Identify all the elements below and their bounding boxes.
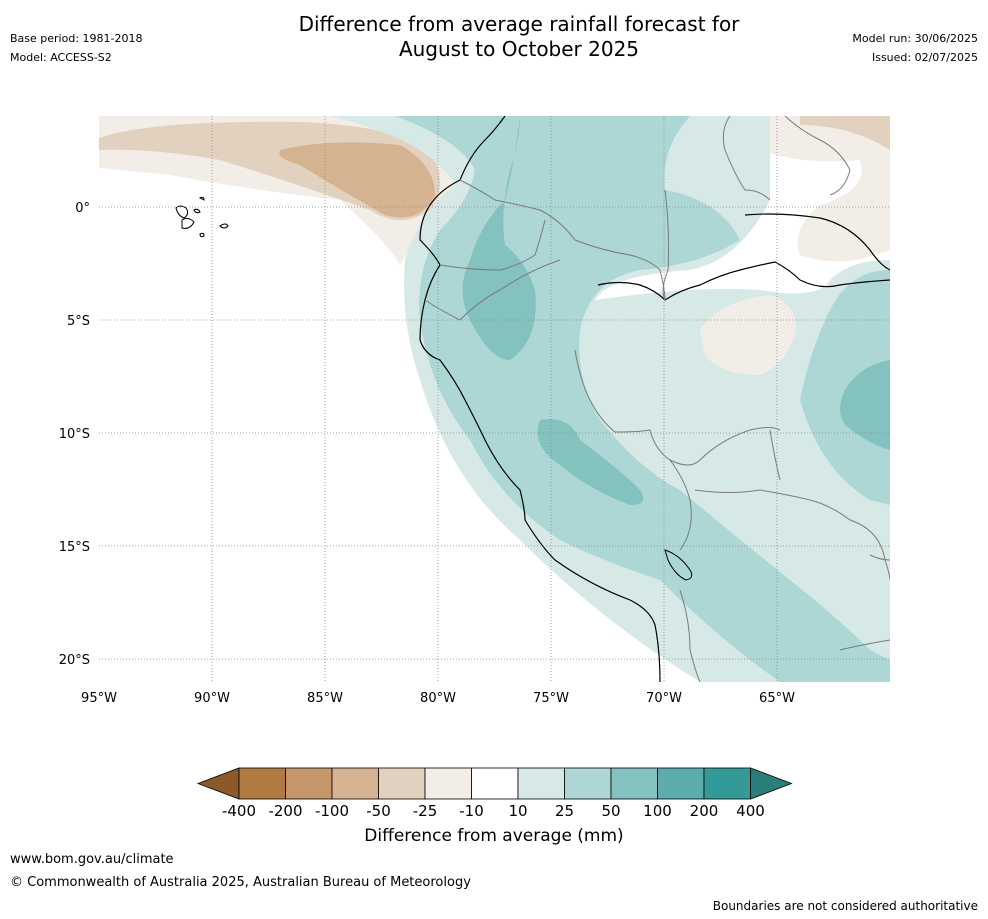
map-title-line1: Difference from average rainfall forecas… bbox=[298, 12, 740, 36]
boundaries-disclaimer: Boundaries are not considered authoritat… bbox=[712, 899, 978, 913]
colorbar-swatch bbox=[703, 767, 751, 800]
colorbar-tick-label: -50 bbox=[366, 802, 391, 820]
contour-wet-50-100-north bbox=[430, 116, 536, 360]
colorbar-extend-low bbox=[196, 767, 240, 800]
colorbar: -400 -200 -100 -50 -25 -10 10 25 50 100 200 400 bbox=[196, 767, 793, 820]
bom-url[interactable]: www.bom.gov.au/climate bbox=[10, 852, 174, 867]
colorbar-tick-label: 10 bbox=[508, 802, 527, 820]
colorbar-tick-label: 25 bbox=[555, 802, 574, 820]
contour-dry-ne-top bbox=[800, 116, 890, 150]
coastline-caribbean bbox=[597, 261, 890, 301]
colorbar-swatch bbox=[517, 767, 565, 800]
galapagos-islands bbox=[175, 196, 229, 238]
colorbar-extend-high bbox=[750, 767, 793, 800]
coastline-south-america bbox=[419, 116, 661, 682]
lat-tick-label: 0° bbox=[75, 201, 90, 216]
lon-tick-label: 80°W bbox=[420, 691, 456, 706]
contour-wet-25-50-east bbox=[800, 270, 890, 505]
lon-tick-label: 85°W bbox=[307, 691, 343, 706]
country-boundaries bbox=[424, 116, 890, 682]
colorbar-tick-label: -100 bbox=[315, 802, 349, 820]
colorbar-tick-label: 100 bbox=[643, 802, 672, 820]
colorbar-tick-label: 200 bbox=[690, 802, 719, 820]
map-area bbox=[99, 116, 890, 682]
lon-tick-label: 90°W bbox=[194, 691, 230, 706]
lon-tick-label: 65°W bbox=[759, 691, 795, 706]
colorbar-swatch bbox=[657, 767, 705, 800]
colorbar-swatch bbox=[331, 767, 379, 800]
colorbar-tick-label: 50 bbox=[601, 802, 620, 820]
colorbar-tick-label: -400 bbox=[222, 802, 256, 820]
colorbar-swatch bbox=[471, 767, 519, 800]
colorbar-swatch bbox=[378, 767, 426, 800]
contour-dry-amazon bbox=[700, 295, 796, 375]
model-run-text: Model run: 30/06/2025 bbox=[852, 32, 978, 45]
lat-axis-labels: 0° 5°S 10°S 15°S 20°S bbox=[59, 201, 90, 668]
lon-tick-label: 75°W bbox=[533, 691, 569, 706]
colorbar-tick-label: 400 bbox=[736, 802, 765, 820]
lon-tick-label: 70°W bbox=[646, 691, 682, 706]
contour-wet-50-100-peru bbox=[537, 419, 644, 505]
lake-titicaca bbox=[664, 549, 693, 581]
gridlines bbox=[99, 116, 890, 682]
colorbar-tick-label: -25 bbox=[413, 802, 438, 820]
copyright-text: © Commonwealth of Australia 2025, Austra… bbox=[10, 875, 471, 890]
model-text: Model: ACCESS-S2 bbox=[10, 51, 112, 64]
contour-dry-50-100-pacific bbox=[279, 142, 435, 218]
colorbar-tick-label: -200 bbox=[268, 802, 302, 820]
contour-wet-25-50 bbox=[395, 116, 890, 682]
colorbar-swatch bbox=[238, 767, 286, 800]
colorbar-swatch bbox=[610, 767, 658, 800]
map-title-line2: August to October 2025 bbox=[398, 37, 640, 61]
colorbar-swatch bbox=[424, 767, 472, 800]
lat-tick-label: 15°S bbox=[59, 540, 90, 555]
lat-tick-label: 10°S bbox=[59, 427, 90, 442]
lat-tick-label: 5°S bbox=[67, 314, 90, 329]
lat-tick-label: 20°S bbox=[59, 653, 90, 668]
colorbar-swatch bbox=[564, 767, 612, 800]
base-period-text: Base period: 1981-2018 bbox=[10, 32, 143, 45]
coastline-guiana bbox=[744, 213, 890, 271]
lon-tick-label: 95°W bbox=[81, 691, 117, 706]
lon-axis-labels: 95°W 90°W 85°W 80°W 75°W 70°W 65°W bbox=[81, 691, 795, 706]
colorbar-title: Difference from average (mm) bbox=[364, 826, 624, 846]
colorbar-swatch bbox=[285, 767, 333, 800]
colorbar-tick-label: -10 bbox=[459, 802, 484, 820]
contour-light-dry-ne bbox=[760, 116, 890, 262]
issued-date-text: Issued: 02/07/2025 bbox=[871, 51, 978, 64]
contour-wet-50-100-east bbox=[840, 360, 890, 450]
